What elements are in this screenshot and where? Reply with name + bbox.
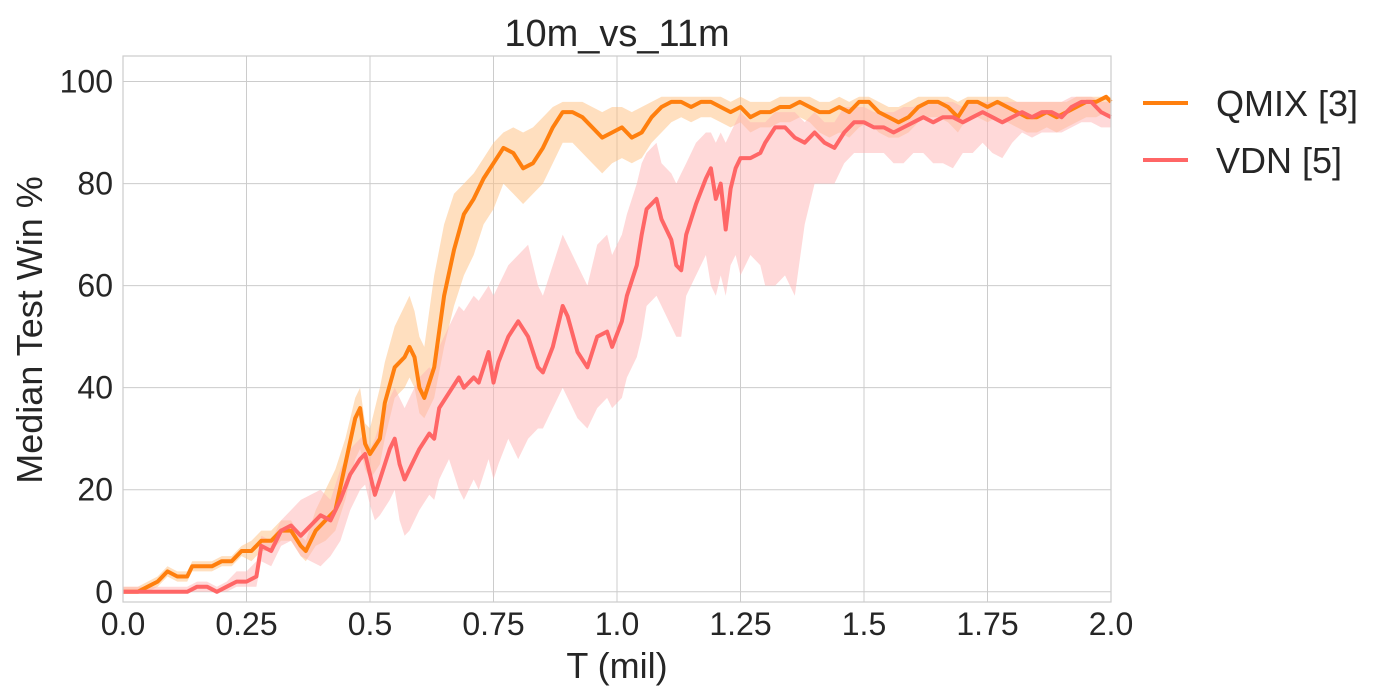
line-vdn: [123, 99, 1112, 594]
x-tick-label: 1.75: [956, 606, 1018, 642]
chart-title: 10m_vs_11m: [504, 13, 729, 55]
x-tick-label: 1.5: [842, 606, 886, 642]
y-axis-ticks: 0 20 40 60 80 100: [60, 64, 113, 610]
y-tick-label: 60: [77, 268, 113, 304]
x-tick-label: 0.0: [101, 606, 145, 642]
line-qmix: [123, 94, 1113, 594]
x-axis-label: T (mil): [566, 645, 667, 686]
y-axis-label: Median Test Win %: [9, 176, 50, 483]
legend: QMIX [3] VDN [5]: [1143, 83, 1358, 181]
x-tick-label: 2.0: [1089, 606, 1133, 642]
y-tick-label: 20: [77, 472, 113, 508]
y-tick-label: 0: [95, 574, 113, 610]
y-tick-label: 40: [77, 370, 113, 406]
x-tick-label: 0.5: [348, 606, 392, 642]
x-axis-ticks: 0.0 0.25 0.5 0.75 1.0 1.25 1.5 1.75 2.0: [101, 606, 1133, 642]
x-tick-label: 0.25: [215, 606, 277, 642]
y-tick-label: 80: [77, 166, 113, 202]
legend-label-qmix: QMIX [3]: [1216, 83, 1358, 124]
x-tick-label: 0.75: [462, 606, 524, 642]
x-tick-label: 1.25: [709, 606, 771, 642]
plot-frame: [122, 55, 1112, 603]
series-lines: [123, 94, 1113, 594]
legend-label-vdn: VDN [5]: [1216, 140, 1342, 181]
y-tick-label: 100: [60, 64, 113, 100]
x-tick-label: 1.0: [595, 606, 639, 642]
